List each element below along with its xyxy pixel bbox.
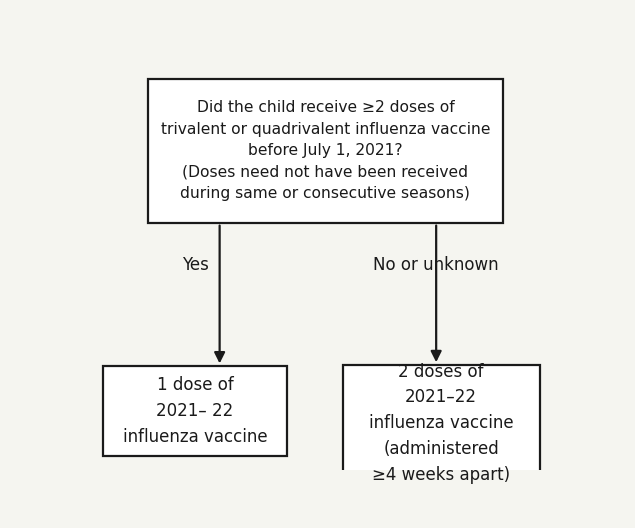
Text: Did the child receive ≥2 doses of
trivalent or quadrivalent influenza vaccine
be: Did the child receive ≥2 doses of trival… xyxy=(161,100,490,202)
Text: 1 dose of
2021– 22
influenza vaccine: 1 dose of 2021– 22 influenza vaccine xyxy=(123,376,267,446)
FancyBboxPatch shape xyxy=(149,79,503,223)
FancyBboxPatch shape xyxy=(343,365,540,481)
Text: 2 doses of
2021–22
influenza vaccine
(administered
≥4 weeks apart): 2 doses of 2021–22 influenza vaccine (ad… xyxy=(369,363,514,484)
FancyBboxPatch shape xyxy=(103,366,287,456)
Text: Yes: Yes xyxy=(182,256,208,274)
Text: No or unknown: No or unknown xyxy=(373,256,499,274)
